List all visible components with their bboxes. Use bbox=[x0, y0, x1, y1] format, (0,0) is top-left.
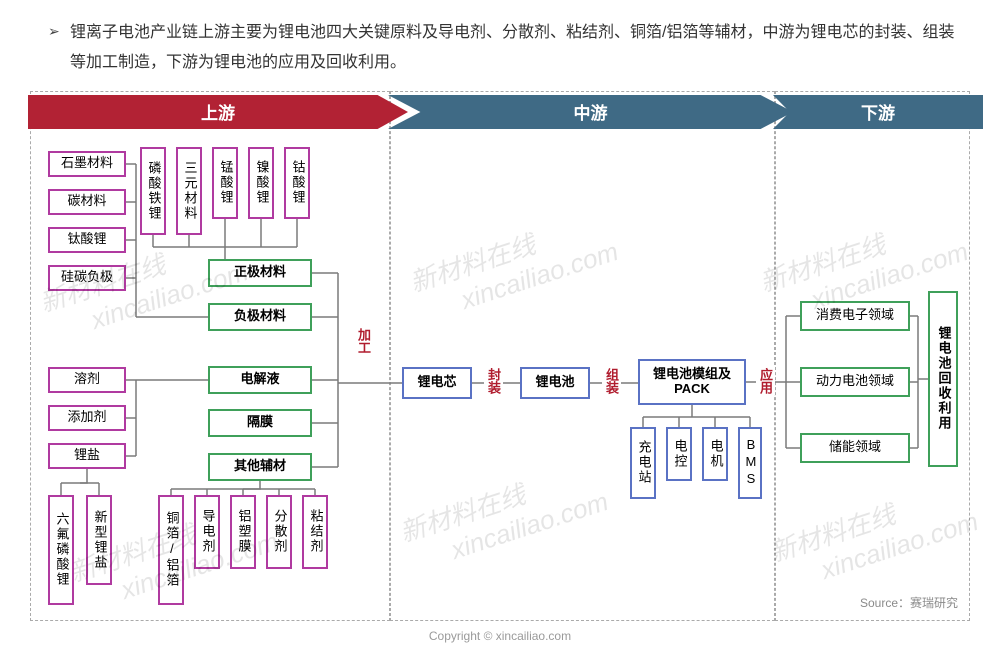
node-lipf6: 六氟磷酸锂 bbox=[48, 495, 74, 605]
node-ess: 储能领域 bbox=[800, 433, 910, 463]
edge-label-assemble: 组装 bbox=[602, 367, 621, 395]
panel-midstream bbox=[390, 91, 775, 621]
edge-label-process: 加工 bbox=[354, 327, 373, 355]
edge-label-seal: 封装 bbox=[484, 367, 503, 395]
node-additive: 添加剂 bbox=[48, 405, 126, 431]
edge-label-apply: 应用 bbox=[756, 367, 775, 395]
node-dispersant: 分散剂 bbox=[266, 495, 292, 569]
node-foil: 铜箔/铝箔 bbox=[158, 495, 184, 605]
source-credit: Source：赛瑞研究 bbox=[860, 594, 958, 611]
node-solvent: 溶剂 bbox=[48, 367, 126, 393]
node-separator: 隔膜 bbox=[208, 409, 312, 437]
node-sic: 硅碳负极 bbox=[48, 265, 126, 291]
node-alfilm: 铝塑膜 bbox=[230, 495, 256, 569]
node-graphite: 石墨材料 bbox=[48, 151, 126, 177]
node-electrolyte: 电解液 bbox=[208, 366, 312, 394]
node-lco: 钴酸锂 bbox=[284, 147, 310, 219]
copyright: Copyright © xincailiao.com bbox=[0, 629, 1000, 643]
intro-text: 锂离子电池产业链上游主要为锂电池四大关键原料及导电剂、分散剂、粘结剂、铜箔/铝箔… bbox=[0, 0, 1000, 87]
header-midstream: 中游 bbox=[388, 95, 793, 129]
node-charge: 充电站 bbox=[630, 427, 656, 499]
node-conductive: 导电剂 bbox=[194, 495, 220, 569]
node-anode: 负极材料 bbox=[208, 303, 312, 331]
node-recycle: 锂电池回收利用 bbox=[928, 291, 958, 467]
node-cell: 锂电芯 bbox=[402, 367, 472, 399]
node-lisalt: 锂盐 bbox=[48, 443, 126, 469]
node-lto: 钛酸锂 bbox=[48, 227, 126, 253]
header-upstream-label: 上游 bbox=[201, 99, 235, 124]
node-battery: 锂电池 bbox=[520, 367, 590, 399]
node-nmo: 镍酸锂 bbox=[248, 147, 274, 219]
flowchart: 上游 中游 下游 石墨材料碳材料钛酸锂硅碳负极 磷酸铁锂三元材料锰酸锂镍酸锂钴酸锂… bbox=[30, 91, 970, 621]
header-upstream: 上游 bbox=[28, 95, 408, 129]
node-lfp: 磷酸铁锂 bbox=[140, 147, 166, 235]
node-ncm: 三元材料 bbox=[176, 147, 202, 235]
header-downstream: 下游 bbox=[773, 95, 983, 129]
node-cathode: 正极材料 bbox=[208, 259, 312, 287]
node-ev: 动力电池领域 bbox=[800, 367, 910, 397]
node-lmo: 锰酸锂 bbox=[212, 147, 238, 219]
node-motor: 电机 bbox=[702, 427, 728, 481]
node-ecu: 电控 bbox=[666, 427, 692, 481]
header-downstream-label: 下游 bbox=[861, 99, 895, 124]
node-bms: BMS bbox=[738, 427, 762, 499]
node-aux: 其他辅材 bbox=[208, 453, 312, 481]
node-pack: 锂电池模组及PACK bbox=[638, 359, 746, 405]
node-newsalt: 新型锂盐 bbox=[86, 495, 112, 585]
header-midstream-label: 中游 bbox=[574, 99, 608, 124]
node-binder: 粘结剂 bbox=[302, 495, 328, 569]
node-carbon: 碳材料 bbox=[48, 189, 126, 215]
node-consumer: 消费电子领域 bbox=[800, 301, 910, 331]
